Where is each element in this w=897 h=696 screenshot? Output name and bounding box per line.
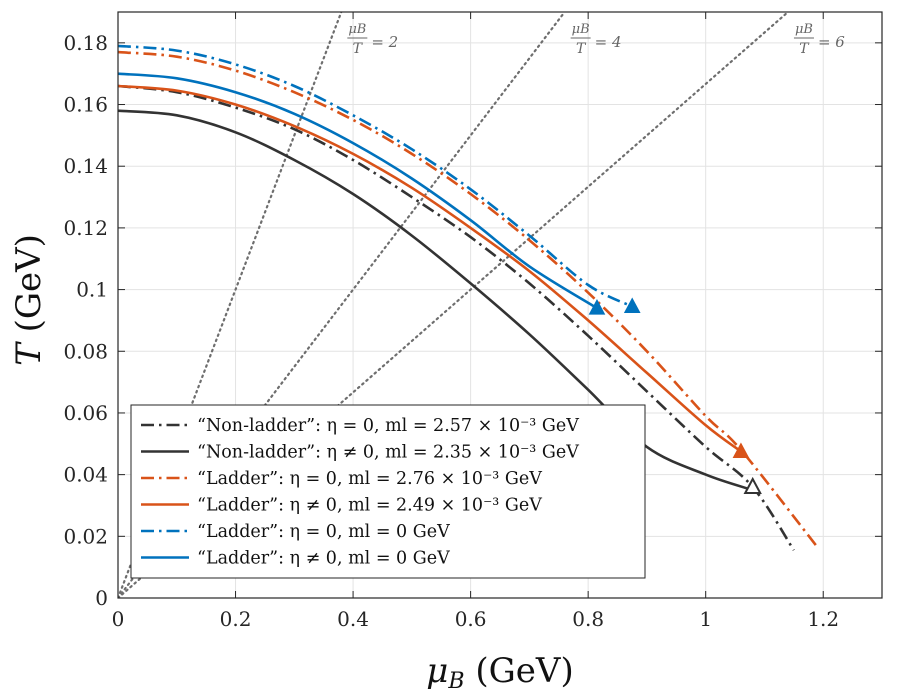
- legend-label-2: “Non-ladder”: η ≠ 0, ml = 2.35 × 10⁻³ Ge…: [197, 443, 579, 463]
- reference-label-ratio-6: μB T = 6: [793, 22, 845, 57]
- svg-text:μB: μB: [795, 22, 813, 37]
- axis-ticks: 0 0.2 0.4 0.6 0.8 1 1.2 0 0.02 0.04 0.06 0.08 0.1 0.1…: [63, 12, 882, 631]
- x-tick-label: 0.6: [455, 607, 487, 631]
- legend-label-3: “Ladder”: η = 0, ml = 2.76 × 10⁻³ GeV: [197, 469, 542, 489]
- x-tick-label: 0.8: [572, 607, 604, 631]
- y-tick-label: 0.14: [63, 154, 108, 178]
- y-tick-label: 0: [95, 586, 108, 610]
- legend-box: [130, 404, 646, 579]
- series-line-3: [118, 50, 819, 548]
- y-tick-label: 0.1: [76, 278, 108, 302]
- y-tick-label: 0.12: [63, 216, 108, 240]
- series-marker-6: [588, 299, 606, 315]
- y-tick-label: 0.18: [63, 31, 108, 55]
- series-marker-1: [743, 476, 762, 494]
- legend-label-6: “Ladder”: η ≠ 0, ml = 0 GeV: [197, 549, 450, 569]
- x-tick-label: 1.2: [807, 607, 839, 631]
- series-markers: [588, 297, 762, 494]
- series-line-1: [118, 84, 795, 551]
- legend: “Non-ladder”: η = 0, ml = 2.57 × 10⁻³ Ge…: [130, 404, 646, 579]
- x-tick-label: 0: [112, 607, 125, 631]
- y-tick-label: 0.02: [63, 524, 108, 548]
- series-line-2: [118, 109, 754, 492]
- y-tick-label: 0.08: [63, 339, 108, 363]
- series-marker-4: [732, 442, 750, 458]
- legend-label-1: “Non-ladder”: η = 0, ml = 2.57 × 10⁻³ Ge…: [197, 416, 579, 436]
- svg-text:= 6: = 6: [818, 33, 845, 51]
- x-axis-unit: (GeV): [465, 651, 574, 691]
- reference-labels: μB T = 2 μB T = 4 μB T = 6: [347, 22, 845, 57]
- series-line-4: [118, 84, 742, 453]
- series-line-5: [118, 44, 633, 308]
- y-tick-label: 0.16: [63, 93, 108, 117]
- reference-label-ratio-4: μB T = 4: [570, 22, 622, 57]
- x-tick-label: 0.2: [220, 607, 252, 631]
- reference-label-ratio-2: μB T = 2: [347, 22, 398, 57]
- series-line-6: [118, 72, 598, 310]
- svg-text:= 2: = 2: [371, 33, 398, 51]
- svg-text:μB: μB: [572, 22, 590, 37]
- plot-frame: [117, 11, 883, 599]
- y-tick-label: 0.06: [63, 401, 108, 425]
- x-tick-label: 1: [699, 607, 712, 631]
- x-axis-label: μB (GeV): [426, 651, 573, 694]
- svg-text:T: T: [576, 41, 587, 57]
- svg-text:μB: μB: [348, 22, 366, 37]
- svg-text:T: T: [353, 41, 364, 57]
- series-marker-5: [623, 297, 641, 314]
- svg-text:= 4: = 4: [595, 33, 622, 51]
- svg-text:T: T: [799, 41, 810, 57]
- y-axis-label: T (GeV): [9, 234, 49, 366]
- data-series: [118, 44, 819, 551]
- legend-label-5: “Ladder”: η = 0, ml = 0 GeV: [197, 522, 450, 542]
- legend-label-4: “Ladder”: η ≠ 0, ml = 2.49 × 10⁻³ GeV: [197, 496, 542, 516]
- y-tick-label: 0.04: [63, 463, 108, 487]
- x-tick-label: 0.4: [337, 607, 369, 631]
